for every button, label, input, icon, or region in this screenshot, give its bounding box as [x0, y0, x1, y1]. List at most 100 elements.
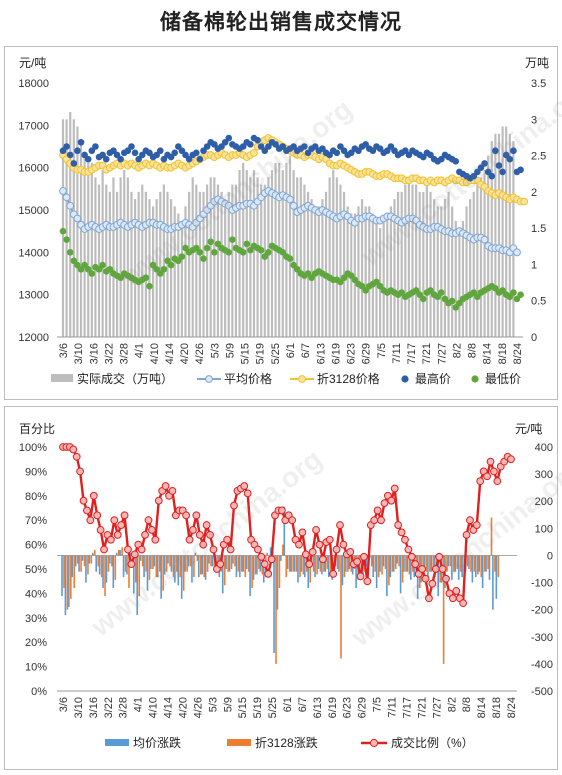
avg-change-bar	[163, 555, 166, 575]
left-axis-tick: 80%	[25, 491, 47, 503]
ratio-marker	[117, 521, 126, 529]
min-price-point	[160, 265, 168, 273]
x-axis-label: 8/14	[482, 343, 494, 364]
ratio-marker	[486, 457, 495, 466]
min-price-point	[178, 253, 186, 260]
adjusted-change-bar	[90, 555, 93, 564]
adjusted-change-bar	[179, 555, 182, 578]
right-axis-tick: -300	[531, 632, 553, 644]
left-axis-tick: 60%	[25, 540, 47, 552]
x-axis-label: 7/11	[391, 343, 403, 364]
x-axis-label: 4/10	[149, 343, 161, 364]
avg-change-bar	[286, 555, 289, 569]
volume-bar	[188, 191, 191, 337]
volume-bar	[407, 177, 411, 337]
adjusted-change-bar	[111, 555, 113, 567]
volume-bar	[252, 170, 256, 337]
legend-adjusted-change-label: 折3128涨跌	[255, 735, 318, 750]
ratio-marker	[448, 594, 457, 603]
ratio-marker	[89, 491, 98, 500]
adjusted-change-bar	[247, 555, 250, 572]
adjusted-change-bar	[487, 555, 489, 569]
avg-change-bar	[348, 555, 351, 569]
ratio-marker	[243, 489, 252, 498]
adjusted-change-bar	[196, 555, 199, 561]
adjusted-change-bar	[83, 555, 86, 567]
avg-change-bar	[74, 555, 77, 567]
max-price-point	[452, 158, 460, 165]
volume-bar	[371, 213, 374, 337]
legend-avg-change-label: 均价涨跌	[133, 735, 181, 750]
max-price-point	[510, 147, 517, 155]
x-axis-label: 8/8	[461, 697, 473, 712]
adjusted-change-bar	[326, 555, 329, 569]
volume-bar	[465, 206, 468, 337]
average-price-marker	[480, 235, 489, 244]
x-axis-label: 3/6	[58, 697, 70, 712]
volume-bar	[202, 191, 205, 337]
avg-change-bar	[221, 555, 224, 594]
x-axis-label: 5/25	[267, 697, 279, 718]
adjusted-change-bar	[292, 555, 294, 572]
volume-bar	[162, 184, 165, 337]
right-axis-tick: 0	[531, 332, 537, 344]
x-axis-label: 6/23	[346, 343, 358, 364]
ratio-marker	[295, 540, 303, 549]
adjusted-change-bar	[388, 555, 390, 586]
avg-change-bar	[174, 555, 176, 583]
avg-change-bar	[180, 555, 183, 599]
volume-bar	[299, 177, 302, 337]
avg-change-bar	[71, 555, 74, 578]
adjusted-change-bar	[405, 555, 407, 572]
ratio-marker	[315, 540, 324, 549]
ratio-marker	[69, 445, 78, 454]
adjusted-change-bar	[199, 555, 202, 575]
x-axis-label: 8/2	[446, 697, 458, 712]
legend-adjusted-marker	[298, 375, 306, 383]
max-price-point	[84, 155, 92, 163]
x-axis-label: 5/15	[237, 697, 249, 718]
x-axis-label: 7/27	[431, 697, 443, 718]
right-axis-tick: 3	[531, 114, 537, 126]
avg-change-bar	[297, 555, 299, 583]
left-axis-tick: 13000	[18, 290, 49, 302]
volume-bar	[494, 133, 497, 337]
avg-change-bar	[389, 555, 392, 578]
x-axis-label: 8/14	[476, 697, 488, 718]
adjusted-change-bar	[288, 555, 291, 572]
min-price-point	[211, 249, 218, 256]
x-axis-label: 4/1	[134, 343, 146, 358]
page-title: 储备棉轮出销售成交情况	[160, 11, 402, 34]
avg-change-bar	[273, 555, 275, 654]
ratio-marker	[476, 477, 485, 486]
avg-change-bar	[276, 555, 279, 610]
avg-change-bar	[481, 555, 484, 588]
adjusted-change-bar	[477, 555, 479, 575]
ratio-marker	[223, 535, 232, 544]
max-price-point	[131, 149, 139, 157]
volume-bar	[368, 206, 371, 337]
min-price-point	[239, 249, 247, 256]
ratio-marker	[301, 550, 310, 559]
volume-bar	[249, 177, 252, 337]
x-axis-label: 6/19	[327, 697, 339, 718]
max-price-point	[492, 147, 499, 155]
ratio-marker	[418, 565, 426, 573]
volume-bar	[288, 155, 292, 337]
max-price-point	[196, 155, 204, 163]
x-axis-label: 6/7	[297, 697, 309, 712]
avg-change-bar	[447, 555, 450, 567]
max-price-point	[171, 149, 178, 157]
avg-change-bar	[85, 555, 87, 583]
legend-ratio-label: 成交比例（%）	[391, 735, 474, 750]
legend-average-marker	[205, 375, 213, 383]
left-axis-tick: 70%	[25, 515, 47, 527]
avg-change-bar	[341, 555, 344, 586]
avg-change-bar	[187, 555, 190, 567]
avg-change-bar	[410, 555, 412, 580]
adjusted-change-bar	[206, 555, 209, 572]
avg-change-bar	[143, 555, 145, 578]
volume-bar	[476, 184, 479, 337]
volume-bar	[501, 126, 504, 338]
ratio-marker	[254, 545, 262, 554]
